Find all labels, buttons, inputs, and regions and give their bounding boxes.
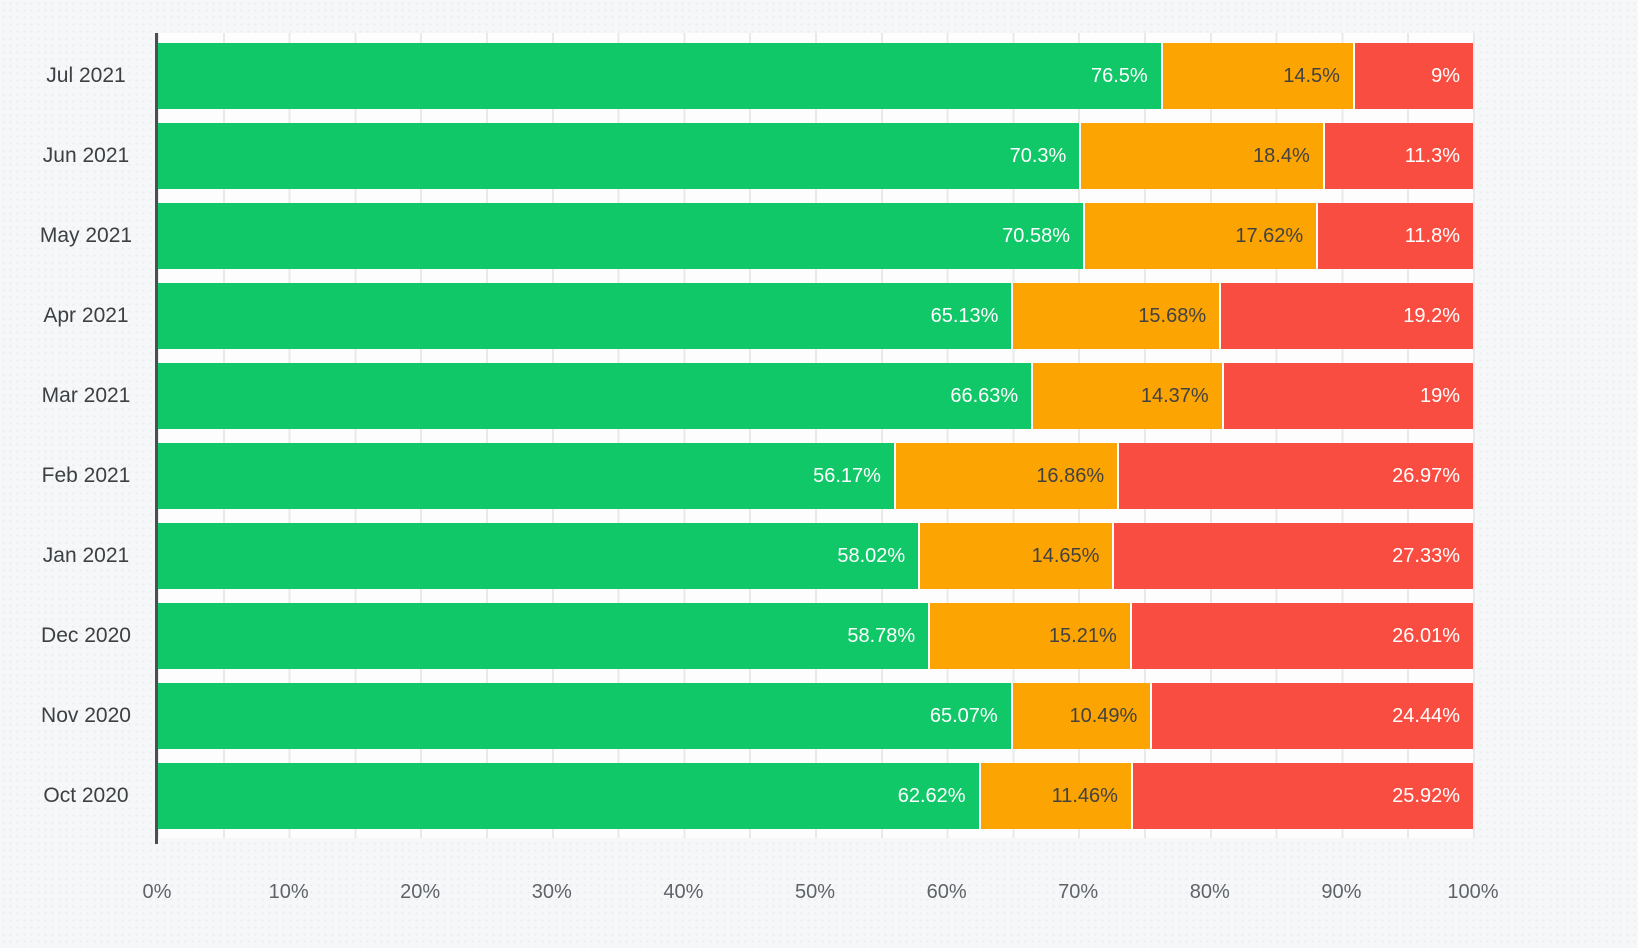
bar-segment-green[interactable]: 76.5%: [157, 43, 1161, 109]
bar-segment-green[interactable]: 65.07%: [157, 683, 1011, 749]
bar-value-label: 65.13%: [930, 305, 999, 327]
bar-segment-red[interactable]: 26.01%: [1131, 603, 1473, 669]
bar-segment-green[interactable]: 65.13%: [157, 283, 1012, 349]
bar-value-label: 70.58%: [1002, 225, 1071, 247]
bar-segment-orange[interactable]: 15.68%: [1013, 283, 1220, 349]
plot-area: 76.5% 14.5% 9% 70.3% 18.4% 11.3% 70.58% 17.62% 1…: [157, 33, 1475, 838]
x-tick-label: 70%: [1058, 881, 1099, 903]
bar-segment-orange[interactable]: 17.62%: [1085, 203, 1317, 269]
bar-value-label: 14.5%: [1283, 65, 1340, 87]
bar-value-label: 66.63%: [950, 385, 1019, 407]
bar-segment-red[interactable]: 25.92%: [1132, 763, 1474, 829]
bar-value-label: 58.78%: [847, 625, 916, 647]
bar-segment-orange[interactable]: 16.86%: [895, 443, 1118, 509]
bar-segment-green[interactable]: 66.63%: [157, 363, 1032, 429]
category-label: May 2021: [39, 224, 133, 247]
bar-value-label: 18.4%: [1253, 145, 1310, 167]
bar-value-label: 19%: [1419, 385, 1460, 407]
category-label: Feb 2021: [41, 464, 131, 487]
category-label: Apr 2021: [43, 304, 129, 327]
bar-value-label: 10.49%: [1069, 705, 1138, 727]
bar-segment-green[interactable]: 70.3%: [157, 123, 1080, 189]
bar-value-label: 76.5%: [1090, 65, 1148, 87]
category-label: Nov 2020: [41, 704, 131, 727]
y-axis-line: [155, 33, 158, 844]
bar-segment-red[interactable]: 11.8%: [1318, 203, 1473, 269]
bar-segment-green[interactable]: 58.02%: [157, 523, 919, 589]
bar-segment-orange[interactable]: 10.49%: [1012, 683, 1151, 749]
bar-segment-green[interactable]: 70.58%: [157, 203, 1084, 269]
bar-value-label: 17.62%: [1235, 225, 1304, 247]
x-tick-label: 30%: [531, 881, 572, 903]
bar-value-label: 11.3%: [1404, 145, 1460, 167]
bar-segment-green[interactable]: 62.62%: [157, 763, 979, 829]
bar-segment-orange[interactable]: 14.37%: [1033, 363, 1222, 429]
bar-row: 76.5% 14.5% 9%: [157, 43, 1473, 109]
bar-segment-red[interactable]: 11.3%: [1324, 123, 1473, 189]
bar-value-label: 26.01%: [1392, 625, 1460, 647]
x-tick-label: 80%: [1189, 881, 1230, 903]
category-label: Jun 2021: [42, 144, 130, 167]
x-tick-label: 60%: [926, 881, 967, 903]
x-tick-label: 0%: [142, 881, 172, 903]
bar-segment-red[interactable]: 26.97%: [1119, 443, 1473, 509]
bar-value-label: 16.86%: [1036, 465, 1105, 487]
bar-value-label: 58.02%: [837, 545, 906, 567]
bar-segment-orange[interactable]: 18.4%: [1081, 123, 1323, 189]
bar-segment-orange[interactable]: 14.65%: [920, 523, 1113, 589]
bar-segment-green[interactable]: 58.78%: [157, 603, 929, 669]
bar-value-label: 25.92%: [1392, 785, 1461, 807]
bar-value-label: 27.33%: [1392, 545, 1460, 567]
bar-segment-red[interactable]: 9%: [1354, 43, 1473, 109]
bar-value-label: 9%: [1431, 65, 1460, 87]
bar-segment-red[interactable]: 24.44%: [1152, 683, 1473, 749]
category-label: Dec 2020: [41, 624, 131, 647]
bar-row: 56.17% 16.86% 26.97%: [157, 443, 1473, 509]
bar-segment-orange[interactable]: 15.21%: [930, 603, 1130, 669]
x-tick-label: 40%: [663, 881, 704, 903]
bar-value-label: 24.44%: [1392, 705, 1460, 727]
x-tick-label: 10%: [268, 881, 309, 903]
bar-value-label: 70.3%: [1009, 145, 1067, 167]
bar-segment-red[interactable]: 19%: [1223, 363, 1473, 429]
x-tick-label: 50%: [794, 881, 836, 903]
bar-row: 70.58% 17.62% 11.8%: [157, 203, 1473, 269]
bar-value-label: 56.17%: [813, 465, 881, 487]
bar-value-label: 26.97%: [1392, 465, 1460, 487]
x-tick-label: 100%: [1447, 881, 1499, 903]
bar-segment-orange[interactable]: 11.46%: [980, 763, 1131, 829]
category-label: Mar 2021: [41, 384, 131, 407]
x-tick-label: 90%: [1321, 881, 1362, 903]
bar-segment-red[interactable]: 27.33%: [1114, 523, 1473, 589]
bar-value-label: 11.8%: [1404, 225, 1460, 247]
bar-segment-red[interactable]: 19.2%: [1221, 283, 1473, 349]
bar-value-label: 62.62%: [897, 785, 966, 807]
bar-segment-green[interactable]: 56.17%: [157, 443, 894, 509]
category-label: Oct 2020: [43, 784, 129, 807]
bar-row: 65.13% 15.68% 19.2%: [157, 283, 1473, 349]
bar-row: 70.3% 18.4% 11.3%: [157, 123, 1473, 189]
bar-value-label: 15.68%: [1138, 305, 1207, 327]
bar-value-label: 14.65%: [1031, 545, 1100, 567]
bar-value-label: 14.37%: [1140, 385, 1209, 407]
x-tick-label: 20%: [400, 881, 441, 903]
bar-value-label: 11.46%: [1051, 785, 1118, 807]
bar-row: 66.63% 14.37% 19%: [157, 363, 1473, 429]
bar-value-label: 15.21%: [1048, 625, 1117, 647]
bar-row: 62.62% 11.46% 25.92%: [157, 763, 1474, 829]
category-label: Jan 2021: [42, 544, 130, 567]
bar-segment-orange[interactable]: 14.5%: [1162, 43, 1353, 109]
bar-value-label: 65.07%: [929, 705, 998, 727]
bar-row: 58.78% 15.21% 26.01%: [157, 603, 1473, 669]
bar-value-label: 19.2%: [1403, 305, 1460, 327]
bar-row: 65.07% 10.49% 24.44%: [157, 683, 1473, 749]
bar-row: 58.02% 14.65% 27.33%: [157, 523, 1473, 589]
category-label: Jul 2021: [46, 64, 126, 87]
